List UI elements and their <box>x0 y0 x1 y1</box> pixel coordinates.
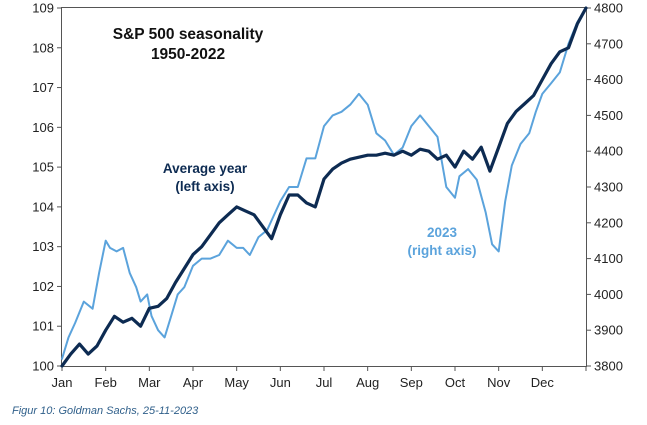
left-axis: 100 101 102 103 104 105 106 107 108 109 <box>32 1 62 374</box>
x-tick-label: Oct <box>445 375 466 390</box>
figure-caption: Figur 10: Goldman Sachs, 25-11-2023 <box>12 405 199 417</box>
right-tick-label: 4500 <box>594 108 623 123</box>
left-tick-label: 106 <box>32 120 54 135</box>
right-tick-label: 4100 <box>594 251 623 266</box>
left-tick-label: 108 <box>32 40 54 55</box>
left-tick-label: 103 <box>32 239 54 254</box>
chart-subtitle: 1950-2022 <box>151 46 225 63</box>
x-tick-label: Dec <box>531 375 555 390</box>
left-tick-label: 102 <box>32 279 54 294</box>
series-lines <box>60 6 588 368</box>
right-tick-label: 3900 <box>594 323 623 338</box>
series-2023-line <box>61 7 587 360</box>
right-tick-label: 4600 <box>594 72 623 87</box>
x-tick-label: Nov <box>487 375 511 390</box>
left-tick-label: 101 <box>32 319 54 334</box>
series-average-year-line <box>60 6 588 368</box>
x-tick-label: Jul <box>316 375 333 390</box>
right-tick-label: 4700 <box>594 36 623 51</box>
x-tick-label: Feb <box>94 375 116 390</box>
x-tick-label: May <box>224 375 249 390</box>
left-tick-label: 100 <box>32 359 54 374</box>
year-2023-axis-label: (right axis) <box>407 243 476 258</box>
year-2023-label: 2023 <box>427 225 458 240</box>
left-tick-label: 107 <box>32 80 54 95</box>
x-tick-label: Aug <box>356 375 379 390</box>
left-tick-label: 109 <box>32 1 54 16</box>
left-tick-label: 104 <box>32 199 54 214</box>
x-tick-label: Sep <box>400 375 423 390</box>
average-year-axis-label: (left axis) <box>175 179 234 194</box>
chart-title: S&P 500 seasonality <box>113 26 264 43</box>
x-tick-label: Jan <box>52 375 73 390</box>
right-tick-label: 4800 <box>594 1 623 16</box>
right-tick-label: 4300 <box>594 180 623 195</box>
right-tick-label: 3800 <box>594 359 623 374</box>
right-tick-label: 4400 <box>594 144 623 159</box>
right-tick-label: 4000 <box>594 287 623 302</box>
x-tick-label: Jun <box>270 375 291 390</box>
x-tick-label: Mar <box>138 375 161 390</box>
right-tick-label: 4200 <box>594 215 623 230</box>
seasonality-chart: 100 101 102 103 104 105 106 107 108 109 3800 3900 4… <box>32 1 623 391</box>
left-tick-label: 105 <box>32 160 54 175</box>
right-axis: 3800 3900 4000 4100 4200 4300 4400 4500 4600 4700… <box>586 1 623 374</box>
average-year-label: Average year <box>163 161 248 176</box>
x-axis: Jan Feb Mar Apr May Jun Jul Aug Sep Oct Nov Dec <box>52 366 587 390</box>
x-tick-label: Apr <box>183 375 204 390</box>
